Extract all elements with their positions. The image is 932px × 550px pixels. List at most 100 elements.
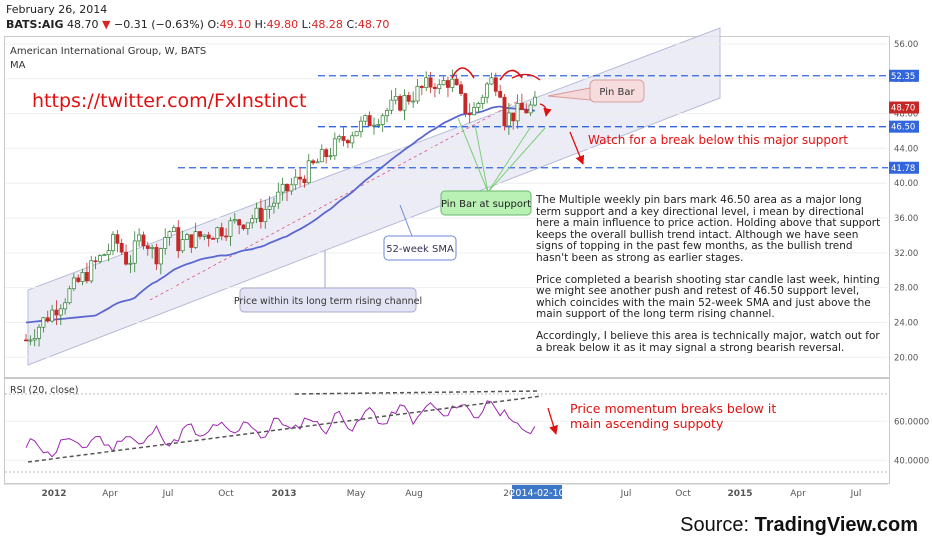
price-tick-label: 56.00	[894, 40, 918, 50]
x-tick-label: May	[347, 489, 366, 499]
candle-body	[437, 84, 442, 89]
cursor-date-badge	[512, 485, 562, 499]
last-price: 48.70	[67, 18, 99, 31]
candle-body	[506, 112, 511, 127]
candle-body	[141, 234, 146, 247]
candle-body	[171, 227, 176, 233]
analysis-paragraph-3: Accordingly, I believe this area is tech…	[536, 329, 880, 354]
rsi-note-line-1: Price momentum breaks below it	[570, 401, 776, 416]
pin-bar-arc-3	[511, 73, 541, 81]
candle-body	[493, 77, 498, 92]
x-tick-label: Jul	[850, 489, 862, 499]
sma-52-line	[25, 105, 535, 324]
cursor-date-label: 2014-02-10	[509, 488, 564, 499]
source-brand: TradingView.com	[754, 514, 918, 536]
candle-body	[428, 77, 433, 88]
twitter-link[interactable]: https://twitter.com/FxInstinct	[32, 90, 307, 112]
open-value: 49.10	[219, 18, 252, 31]
pin-bar-support-box	[440, 190, 532, 216]
candle-body	[67, 288, 72, 304]
pin-support-pointers	[457, 117, 546, 193]
candle-body	[498, 90, 503, 98]
candle-body	[528, 104, 533, 114]
candle-body	[241, 224, 246, 230]
x-tick-label: Apr	[790, 489, 806, 499]
price-badge-label: 46.50	[891, 123, 915, 133]
price-badge	[889, 101, 919, 114]
candle-body	[485, 83, 490, 98]
candle-body	[189, 234, 194, 248]
candle-body	[28, 339, 33, 342]
price-tick-label: 20.00	[894, 353, 918, 363]
candle-body	[76, 277, 81, 282]
candle-body	[519, 102, 524, 111]
candle-body	[250, 218, 255, 224]
candle-body	[32, 338, 37, 341]
rsi-tick-label: 60.0000	[894, 417, 929, 427]
candle-body	[454, 78, 459, 86]
candle-body	[298, 176, 303, 180]
rsi-note-line-2: main ascending suppoty	[570, 416, 724, 431]
candle-body	[380, 115, 385, 125]
candle-body	[389, 99, 394, 111]
candle-body	[180, 239, 185, 252]
candle-body	[111, 234, 115, 251]
analysis-paragraph-1: The Multiple weekly pin bars mark 46.50 …	[536, 194, 881, 264]
x-tick-label: 20	[503, 489, 515, 499]
candle-body	[476, 103, 481, 108]
source-credit: Source: TradingView.com	[680, 514, 918, 537]
x-tick-label: Jul	[162, 489, 174, 499]
candle-body	[459, 84, 463, 94]
candle-body	[193, 231, 198, 248]
candle-body	[524, 109, 529, 114]
candle-body	[254, 207, 259, 220]
price-badge	[889, 69, 919, 82]
candle-body	[272, 202, 276, 207]
candle-body	[176, 227, 181, 252]
high-label: H:	[254, 18, 267, 31]
chart-date: February 26, 2014	[6, 3, 108, 16]
rsi-top-trendline	[294, 390, 541, 395]
price-tick-label: 44.00	[894, 144, 918, 154]
candle-body	[402, 95, 407, 111]
pin-bar-arc-1	[451, 67, 475, 79]
candle-body	[515, 102, 520, 122]
candle-body	[163, 237, 168, 249]
rsi-ascending-support	[27, 395, 543, 463]
pin-bar-box	[589, 79, 645, 103]
close-value: 48.70	[357, 18, 390, 31]
candle-body	[84, 272, 89, 282]
candle-body	[198, 231, 202, 237]
candle-body	[37, 326, 42, 339]
candle-body	[289, 184, 294, 192]
pin-bar-support-label: Pin Bar at support	[441, 199, 531, 210]
x-tick-label: Oct	[675, 489, 691, 499]
candle-body	[50, 309, 55, 322]
candle-body	[315, 161, 320, 164]
candle-body	[276, 191, 281, 204]
candle-body	[245, 222, 250, 230]
analysis-paragraph-2: Price completed a bearish shooting star …	[536, 273, 880, 321]
channel-box	[239, 287, 417, 313]
candle-body	[532, 96, 537, 106]
candle-body	[419, 85, 424, 88]
candles	[24, 69, 537, 347]
candle-body	[41, 317, 46, 328]
candle-body	[398, 96, 403, 111]
price-badges: 52.35 48.70 46.50 41.78	[889, 69, 919, 174]
candle-body	[106, 250, 111, 256]
price-tick-label: 40.00	[894, 179, 918, 189]
candle-body	[115, 234, 120, 244]
candle-body	[154, 247, 159, 265]
candle-body	[345, 140, 350, 144]
channel-label: Price within its long term rising channe…	[234, 296, 422, 307]
price-tick-label: 24.00	[894, 318, 918, 328]
high-value: 49.80	[266, 18, 299, 31]
candle-body	[132, 240, 137, 264]
candle-body	[311, 160, 316, 164]
symbol: BATS:AIG	[6, 18, 64, 31]
channel-midline	[149, 99, 521, 301]
candle-body	[202, 234, 207, 237]
candle-body	[463, 93, 468, 114]
